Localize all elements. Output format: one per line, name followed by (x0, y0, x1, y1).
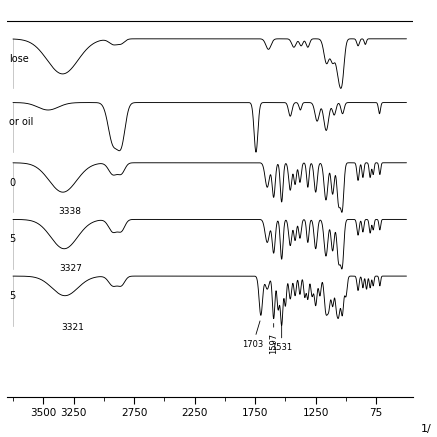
Text: lose: lose (9, 54, 29, 64)
Text: 3338: 3338 (59, 208, 81, 216)
Text: 0: 0 (9, 177, 15, 187)
Text: or oil: or oil (9, 118, 34, 128)
Text: 3321: 3321 (61, 323, 84, 332)
Text: 1/: 1/ (421, 424, 431, 434)
Text: 5: 5 (9, 291, 16, 301)
Text: 3327: 3327 (60, 264, 83, 273)
Text: 1703: 1703 (243, 321, 264, 349)
Text: 1597: 1597 (269, 323, 278, 354)
Text: 5: 5 (9, 234, 16, 244)
Text: 1531: 1531 (271, 326, 292, 352)
